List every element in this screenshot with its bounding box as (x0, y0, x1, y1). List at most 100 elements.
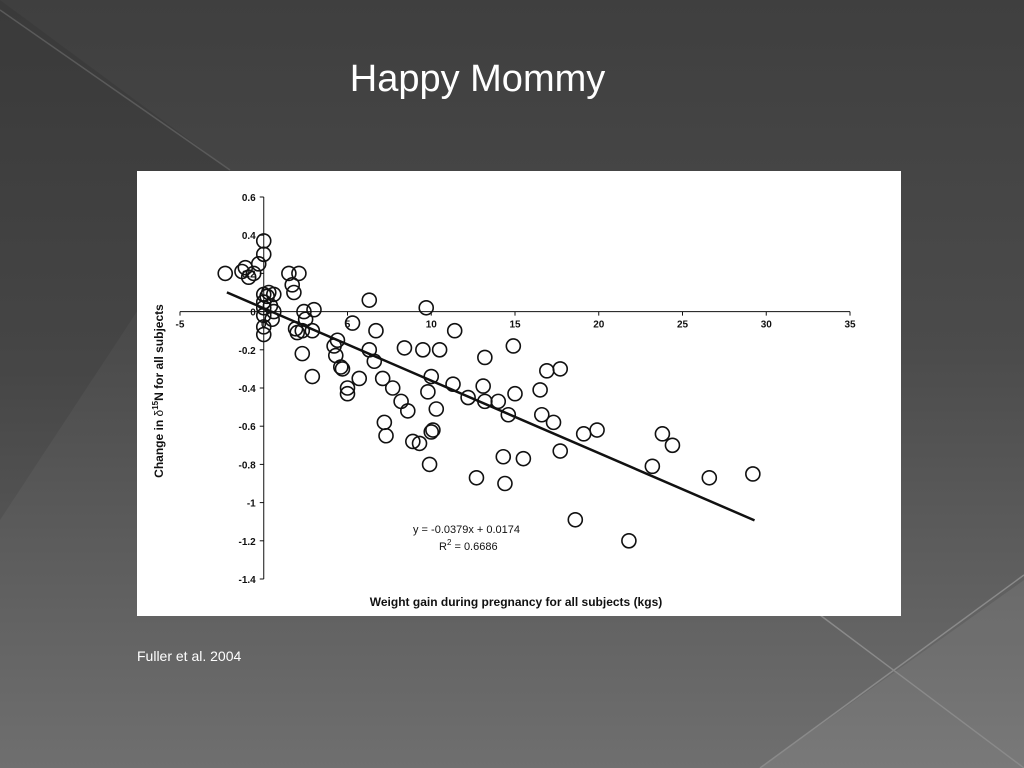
data-point (500, 406, 517, 423)
data-point (701, 469, 718, 486)
chart-panel: -5 0 5 10 15 20 25 30 35 0.6 0.4 0.2 0 -0.2 -0.4 -0.6 -0… (137, 171, 901, 616)
data-point (217, 265, 234, 282)
data-point (664, 437, 681, 454)
data-point (376, 414, 393, 431)
data-point (284, 277, 301, 293)
data-point (329, 332, 346, 349)
y-tick-label: -1.4 (239, 575, 257, 586)
trendline-layer (226, 291, 756, 522)
scatter-chart: -5 0 5 10 15 20 25 30 35 0.6 0.4 0.2 0 -0.2 -0.4 -0.6 -0… (151, 193, 856, 609)
data-point (421, 456, 438, 473)
data-point (495, 448, 512, 465)
x-tick-label: 25 (677, 320, 689, 331)
data-point (431, 342, 448, 358)
data-point (399, 403, 416, 419)
data-point (460, 389, 476, 406)
data-point (415, 342, 431, 358)
data-point (339, 380, 356, 396)
data-point (361, 292, 378, 308)
data-point (296, 303, 312, 320)
data-point (255, 299, 272, 316)
data-point (344, 315, 361, 331)
y-tick-label: 0 (250, 308, 256, 319)
data-point (250, 256, 267, 272)
y-axis-title: Change in δ15N for all subjects (151, 304, 166, 478)
data-point (425, 422, 441, 438)
x-axis-title: Weight gain during pregnancy for all sub… (370, 595, 662, 609)
data-point (446, 322, 463, 339)
data-point (384, 380, 401, 396)
y-title-delta: δ (152, 409, 166, 416)
data-point (374, 370, 391, 387)
y-title-sup: 15 (151, 400, 160, 409)
data-point (334, 361, 351, 377)
data-point (505, 338, 522, 354)
data-point (366, 353, 383, 370)
data-point (507, 385, 523, 402)
r-squared: R2 = 0.6686 (439, 538, 498, 553)
data-point (405, 433, 421, 450)
data-point (240, 269, 257, 286)
data-points (217, 233, 761, 549)
data-point (533, 406, 550, 423)
y-title-post: N for all subjects (152, 304, 166, 401)
data-point (411, 435, 428, 452)
y-tick-label: -0.4 (239, 384, 257, 395)
data-point (567, 511, 584, 528)
data-point (575, 426, 592, 442)
data-point (333, 359, 349, 375)
data-point (245, 265, 262, 282)
data-point (286, 284, 302, 301)
data-point (281, 265, 297, 282)
data-point (428, 401, 445, 417)
data-point (266, 303, 282, 320)
data-point (552, 443, 569, 459)
bg-line-right-2 (759, 574, 1024, 768)
trendline (226, 291, 756, 522)
data-point (306, 301, 322, 318)
data-point (396, 340, 413, 356)
bg-line-right (819, 614, 1024, 768)
data-point (423, 424, 440, 440)
data-point (291, 265, 307, 282)
bg-facet-bottom-right (760, 580, 1024, 768)
x-tick-label: 20 (593, 320, 605, 331)
regression-equation: y = -0.0379x + 0.0174 (413, 524, 520, 536)
data-point (378, 427, 394, 444)
data-point (304, 322, 321, 339)
data-point (654, 426, 671, 442)
data-point (552, 361, 569, 377)
citation: Fuller et al. 2004 (137, 648, 242, 664)
data-point (468, 469, 485, 486)
data-point (621, 532, 637, 549)
data-point (745, 466, 761, 482)
data-point (304, 368, 321, 385)
r2-superscript: 2 (447, 538, 452, 547)
data-point (255, 326, 272, 343)
y-tick-label: 0.6 (242, 193, 256, 204)
x-tick-label: 15 (509, 320, 521, 331)
data-point (477, 349, 493, 366)
data-point (351, 370, 368, 387)
data-point (497, 475, 513, 492)
r2-value: = 0.6686 (451, 541, 497, 553)
y-title-pre: Change in (152, 416, 166, 477)
data-point (532, 382, 548, 398)
x-tick-label: 10 (426, 320, 438, 331)
data-point (644, 458, 661, 475)
data-point (393, 393, 409, 410)
data-point (475, 378, 491, 394)
y-tick-label: 0.4 (242, 231, 256, 242)
data-point (539, 363, 555, 379)
data-point (266, 286, 282, 303)
y-tick-label: 0.2 (242, 269, 256, 280)
data-point (418, 299, 435, 316)
y-tick-label: -1 (247, 499, 256, 510)
x-tick-label: 30 (761, 320, 773, 331)
data-point (294, 345, 311, 362)
data-point (545, 414, 562, 431)
r2-prefix: R (439, 541, 447, 553)
y-tick-label: -0.8 (239, 460, 257, 471)
x-tick-label: 35 (844, 320, 856, 331)
